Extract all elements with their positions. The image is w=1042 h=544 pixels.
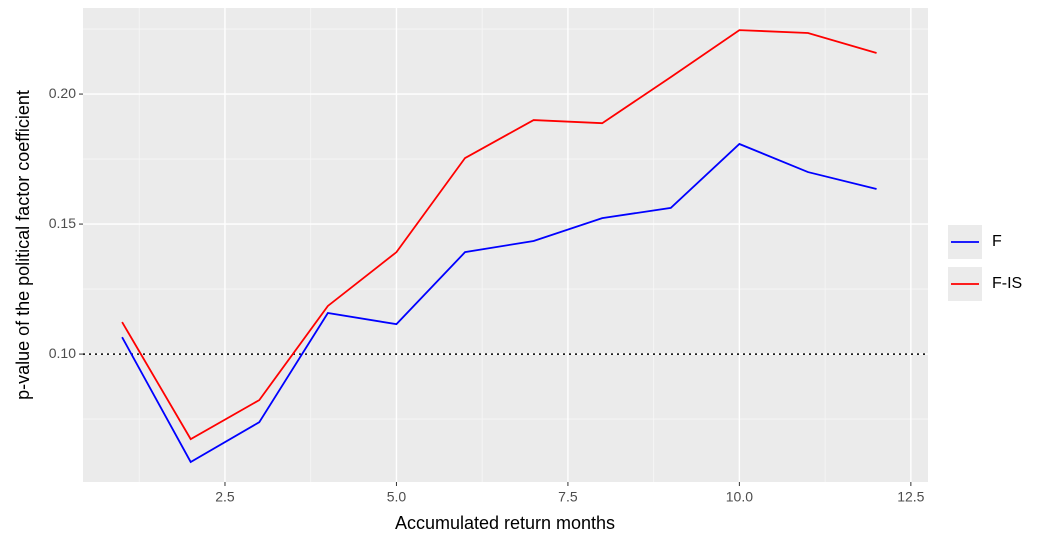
x-tick-label: 12.5: [897, 489, 924, 505]
y-axis-title: p-value of the political factor coeffici…: [13, 90, 33, 400]
legend-label: F-IS: [992, 275, 1022, 292]
x-tick-label: 10.0: [726, 489, 753, 505]
series-line: [121, 29, 877, 441]
x-tick-label: 5.0: [387, 489, 407, 505]
x-axis-title: Accumulated return months: [395, 513, 615, 533]
series-line: [121, 142, 877, 464]
x-tick-label: 7.5: [558, 489, 578, 505]
legend-label: F: [992, 233, 1002, 250]
y-tick-label: 0.15: [49, 215, 76, 231]
y-tick-label: 0.20: [49, 85, 76, 101]
x-tick-label: 2.5: [215, 489, 235, 505]
y-tick-label: 0.10: [49, 345, 76, 361]
